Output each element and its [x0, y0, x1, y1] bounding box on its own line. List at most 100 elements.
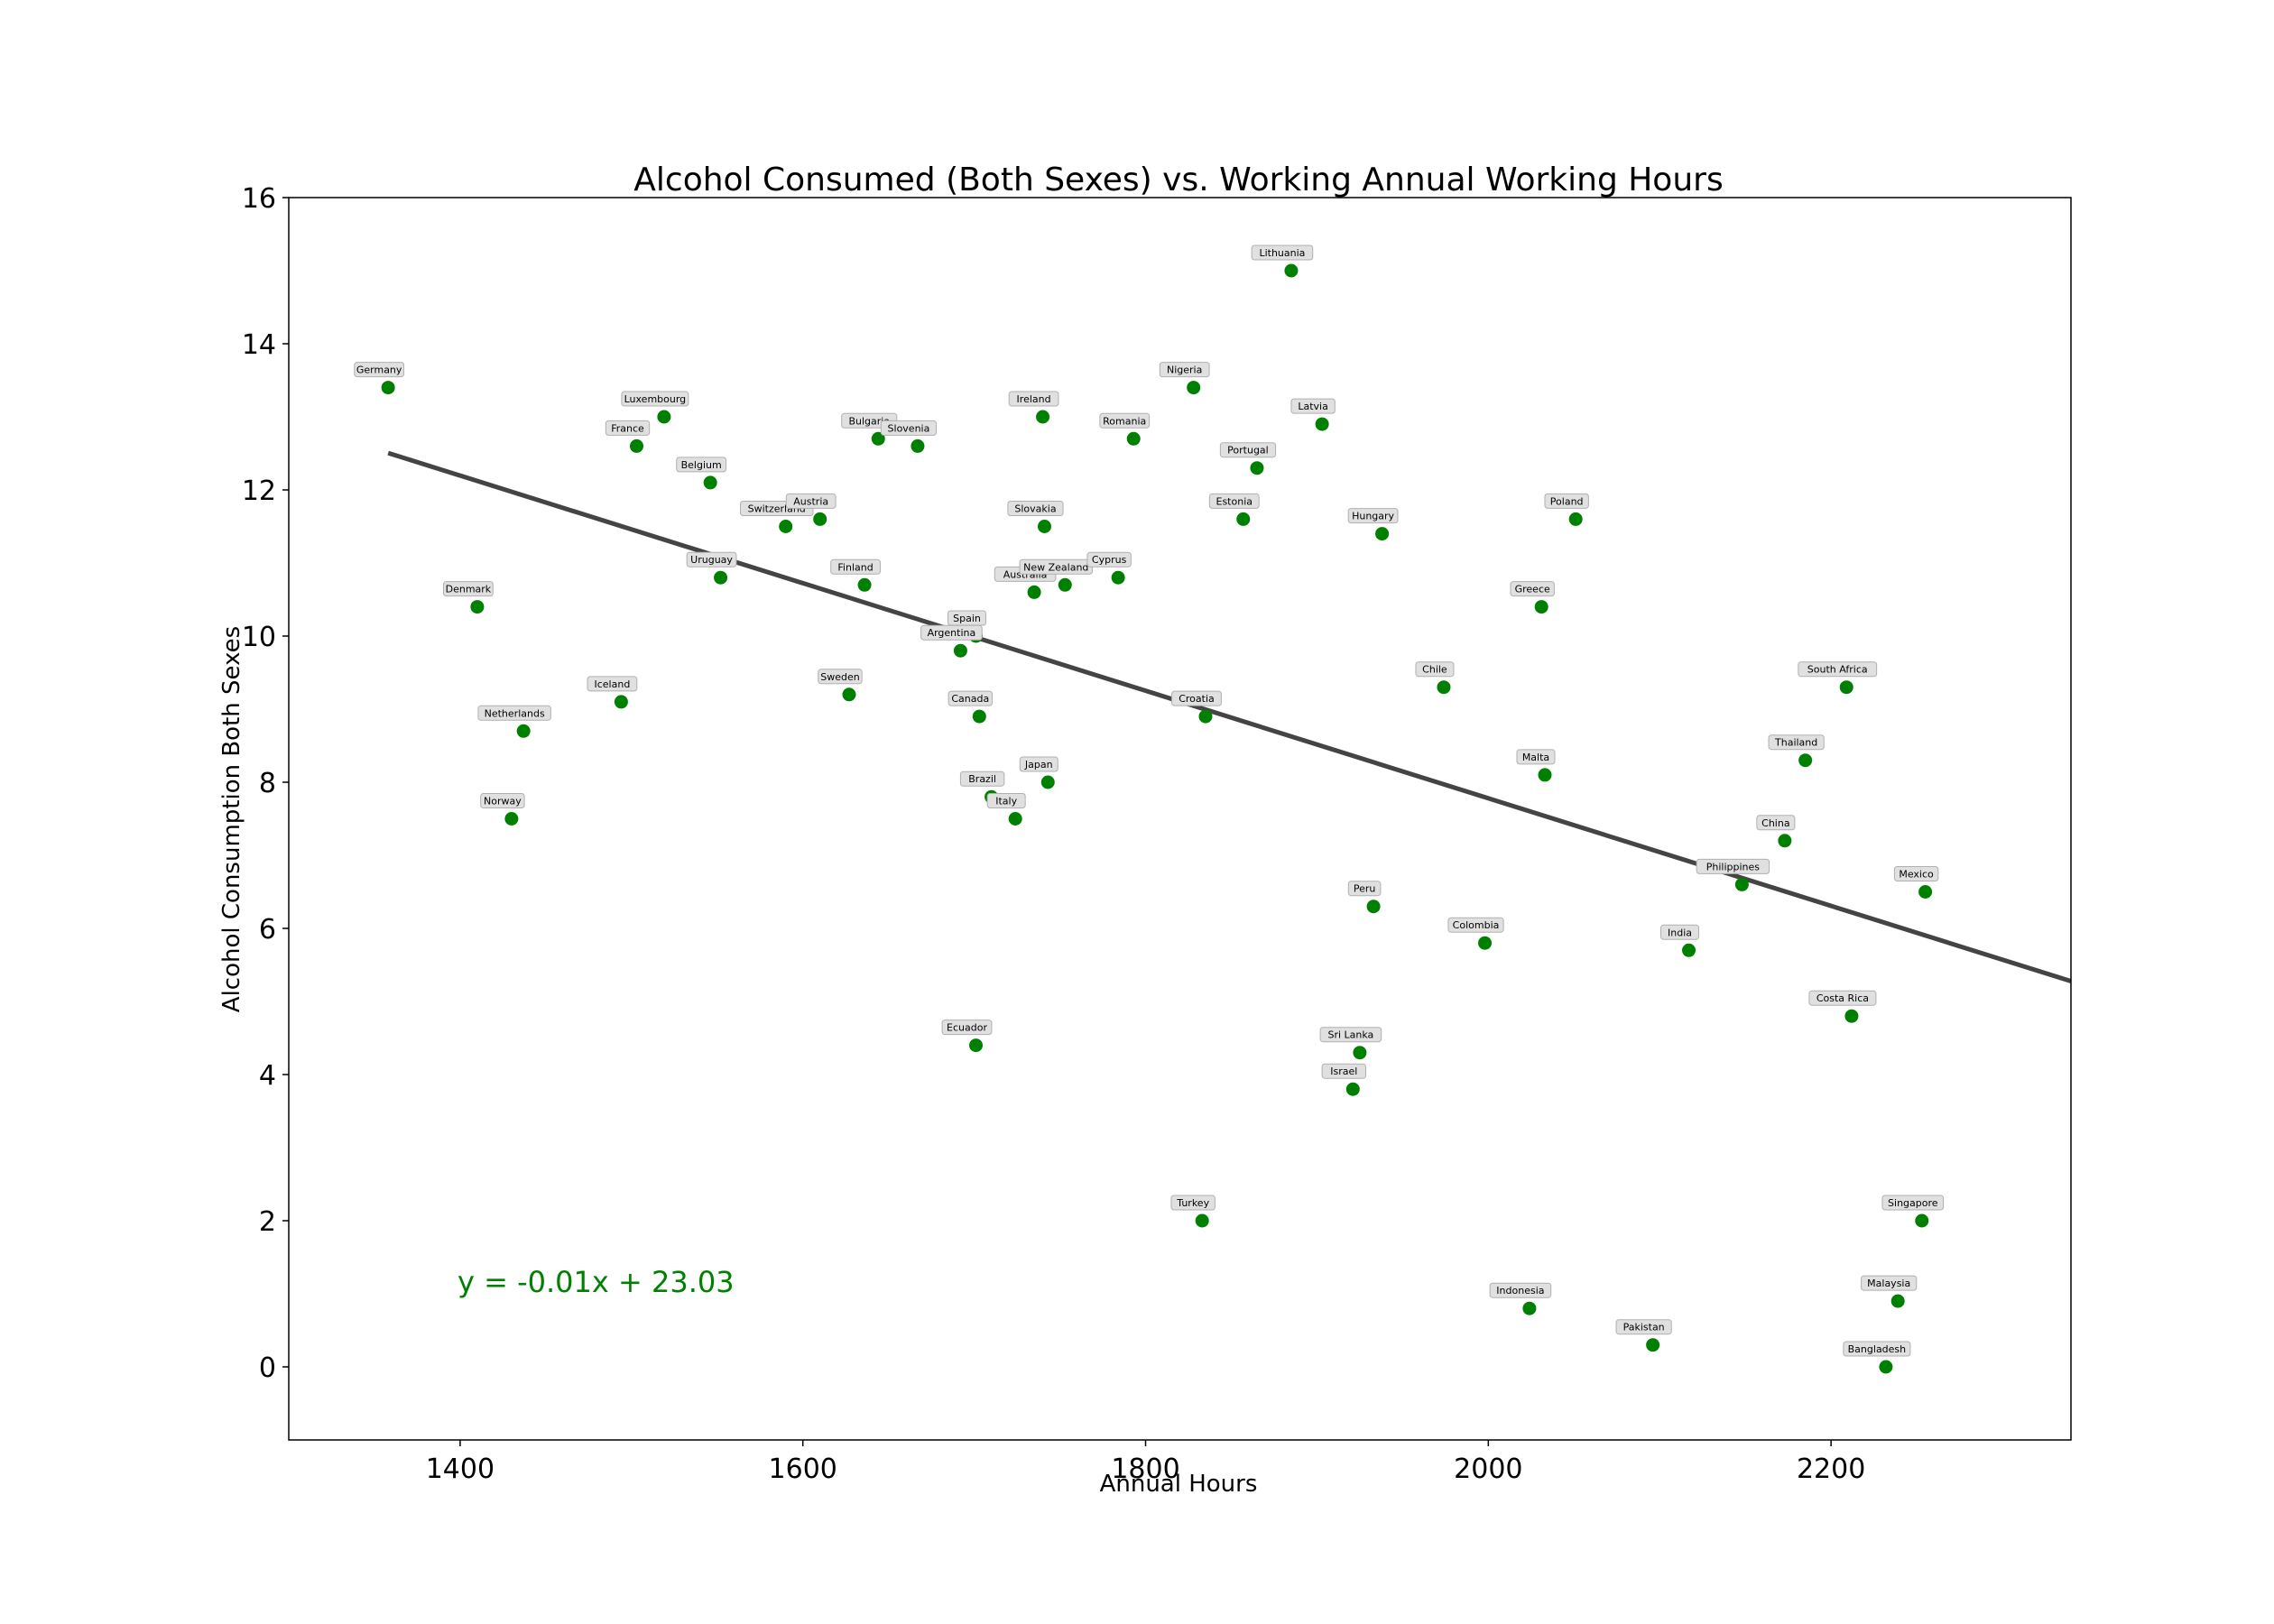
- point-label-box: [1019, 756, 1058, 772]
- point-label-box: [1251, 245, 1314, 261]
- data-point: Norway: [480, 793, 525, 826]
- point-marker: [972, 709, 986, 724]
- data-point: Costa Rica: [1808, 990, 1877, 1023]
- y-tick-label: 16: [242, 183, 276, 215]
- point-label: Mexico: [1899, 869, 1934, 881]
- y-tick-label: 4: [259, 1060, 276, 1092]
- point-marker: [1522, 1301, 1537, 1315]
- point-label: Italy: [995, 796, 1017, 807]
- point-label: Denmark: [446, 584, 492, 595]
- point-marker: [1058, 577, 1072, 592]
- y-tick-label: 14: [242, 329, 276, 361]
- point-marker: [1534, 600, 1548, 614]
- chart-title: Alcohol Consumed (Both Sexes) vs. Workin…: [633, 161, 1723, 198]
- y-axis: 0 2 4 6 8 10 12 14 16: [242, 183, 289, 1384]
- y-axis-label: Alcohol Consumption Both Sexes: [218, 626, 245, 1012]
- point-label: Canada: [951, 693, 989, 705]
- point-marker: [516, 724, 531, 738]
- point-label-box: [1321, 1063, 1367, 1079]
- data-point: Indonesia: [1489, 1282, 1552, 1315]
- point-label: Sweden: [820, 671, 859, 683]
- y-tick-label: 12: [242, 475, 276, 507]
- point-label-box: [920, 624, 983, 641]
- point-label: Pakistan: [1623, 1322, 1665, 1333]
- point-label-box: [605, 420, 651, 436]
- x-tick-label: 2200: [1797, 1453, 1865, 1485]
- point-marker: [1008, 812, 1022, 826]
- point-label: Chile: [1422, 664, 1447, 676]
- point-label: Spain: [953, 613, 981, 624]
- point-label: Singapore: [1888, 1197, 1938, 1209]
- point-marker: [911, 438, 925, 453]
- point-label-box: [1170, 1195, 1216, 1211]
- point-marker: [470, 600, 485, 614]
- point-label-box: [1447, 917, 1504, 933]
- point-marker: [1250, 461, 1264, 475]
- point-label: Brazil: [968, 773, 996, 785]
- x-tick-label: 2000: [1454, 1453, 1522, 1485]
- x-axis: 1400 1600 1800 2000 2200: [426, 1440, 1865, 1485]
- plot-area: GermanyLuxembourgFranceBelgiumSwitzerlan…: [354, 245, 2072, 1374]
- point-label-box: [948, 690, 994, 706]
- point-label-box: [354, 362, 405, 378]
- point-label: Slovenia: [888, 422, 930, 434]
- data-point: Sri Lanka: [1319, 1027, 1382, 1060]
- point-label: Slovakia: [1014, 503, 1056, 515]
- point-label: Portugal: [1227, 445, 1269, 457]
- data-point: Ecuador: [941, 1020, 993, 1053]
- point-label-box: [1171, 690, 1222, 706]
- data-point: Israel: [1321, 1063, 1367, 1096]
- point-label: South Africa: [1807, 664, 1868, 676]
- point-label-box: [1099, 412, 1151, 429]
- point-marker: [1844, 1009, 1859, 1023]
- point-label-box: [676, 457, 727, 473]
- point-label: Ecuador: [947, 1022, 987, 1034]
- point-label: Japan: [1024, 759, 1053, 770]
- point-label-box: [1415, 661, 1455, 678]
- point-label-box: [1510, 581, 1555, 597]
- data-point: Cyprus: [1086, 551, 1132, 585]
- data-point: Philippines: [1696, 858, 1770, 891]
- point-marker: [1646, 1338, 1660, 1352]
- data-point: Netherlands: [477, 705, 551, 738]
- data-point: Finland: [830, 558, 881, 592]
- point-label-box: [959, 770, 1005, 787]
- point-marker: [1568, 512, 1583, 526]
- y-tick-label: 10: [242, 622, 276, 653]
- point-label-box: [1007, 501, 1064, 516]
- point-label-box: [1861, 1275, 1918, 1291]
- point-label-box: [1893, 866, 1939, 881]
- point-label: Philippines: [1706, 861, 1761, 872]
- point-label-box: [1319, 1027, 1382, 1043]
- point-label-box: [442, 581, 494, 597]
- point-marker: [1918, 885, 1933, 899]
- point-label-box: [1544, 493, 1589, 509]
- point-marker: [1315, 417, 1329, 431]
- data-point: Turkey: [1170, 1195, 1216, 1228]
- point-label: Germany: [356, 364, 402, 376]
- point-label-box: [941, 1020, 993, 1036]
- point-marker: [1037, 520, 1051, 533]
- point-label: Netherlands: [485, 707, 545, 719]
- point-label-box: [1798, 661, 1878, 678]
- point-label-box: [1516, 749, 1556, 765]
- point-label: Austria: [793, 495, 828, 507]
- data-point: Latvia: [1290, 398, 1336, 431]
- data-point: Belgium: [676, 457, 727, 490]
- data-point: Uruguay: [686, 551, 737, 585]
- point-label-box: [1696, 858, 1770, 874]
- point-marker: [1915, 1213, 1929, 1228]
- point-label-box: [1290, 398, 1336, 414]
- data-point: Bangladesh: [1843, 1341, 1911, 1374]
- point-marker: [1366, 900, 1381, 914]
- point-marker: [614, 695, 628, 709]
- point-label-box: [1660, 924, 1700, 940]
- x-axis-label: Annual Hours: [1100, 1471, 1258, 1498]
- point-label-box: [1756, 815, 1796, 831]
- data-point: Singapore: [1881, 1195, 1945, 1228]
- point-label: Malaysia: [1867, 1278, 1910, 1289]
- point-label: Costa Rica: [1816, 992, 1869, 1004]
- point-label: Estonia: [1216, 495, 1253, 507]
- point-marker: [1027, 585, 1041, 599]
- point-label: Poland: [1550, 495, 1584, 507]
